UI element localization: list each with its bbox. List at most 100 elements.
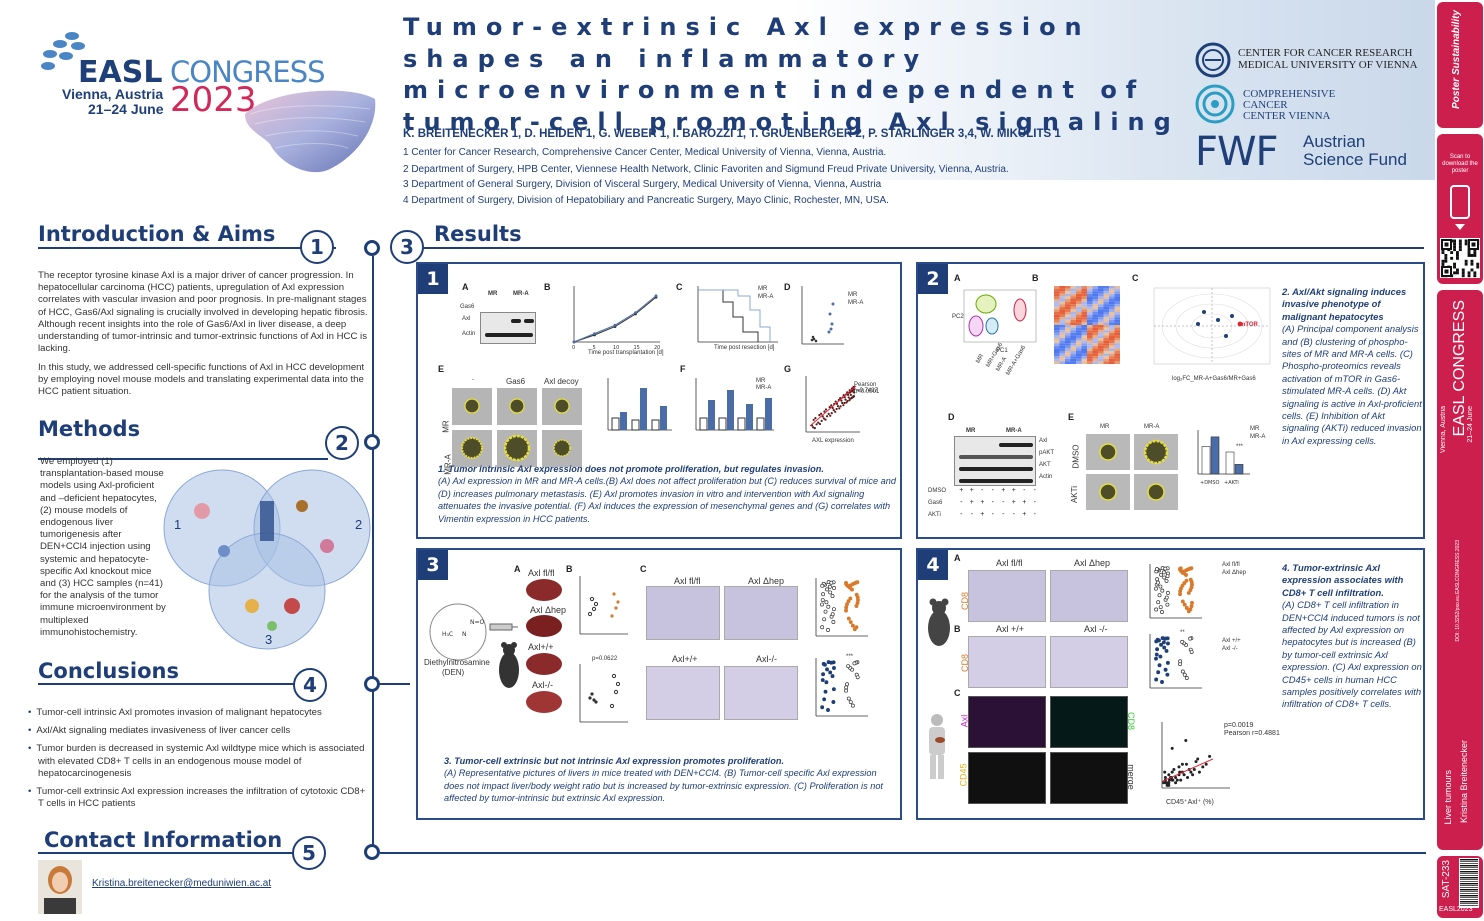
- legend-axl-ko: Axl -/-: [1222, 646, 1238, 652]
- venn-label-1: 1: [174, 517, 182, 532]
- panel-1-caption: 1. Tumor intrinsic Axl expression does n…: [438, 463, 898, 525]
- chart-1c-legend-mra: MR-A: [758, 294, 774, 300]
- chart-4c-xlabel: CD45⁺Axl⁺ (%): [1166, 799, 1214, 806]
- category-label: +DMSO: [1200, 480, 1220, 486]
- tick-label: 15: [634, 345, 640, 351]
- fig-letter: A: [462, 282, 469, 292]
- chart-2c-xlabel: log₂FC_MR-A+Gas6/MR+Gas6: [1172, 376, 1256, 382]
- panel-4-caption-title: 4. Tumor-extrinsic Axl expression associ…: [1282, 562, 1404, 598]
- cond-gas6: Gas6: [928, 500, 943, 506]
- ccr-logo-icon: [1195, 42, 1231, 78]
- results-title: Results: [434, 222, 522, 246]
- blot-col-mra: MR-A: [1006, 428, 1022, 434]
- human-body-icon: [929, 714, 945, 779]
- sidebar-info-block: EASL CONGRESS Vienna, Austria 21–24 June…: [1437, 290, 1483, 850]
- chart-1f-legend-mra: MR-A: [756, 385, 772, 391]
- sign-cell: +: [980, 511, 985, 518]
- den-label: Diethylnitrosamine: [424, 658, 490, 667]
- chart-1b-xlabel: Time post transplantation [d]: [588, 350, 664, 356]
- sidebar-footer: EASL2023: [1439, 906, 1473, 913]
- intro-paragraph-2: In this study, we addressed cell-specifi…: [38, 362, 365, 398]
- data-point: [1192, 768, 1196, 772]
- easl-logo: [38, 28, 98, 83]
- chart-2a-ylabel: PC2: [952, 314, 964, 320]
- sign-cell: -: [981, 487, 984, 494]
- data-point: [1163, 770, 1167, 774]
- legend-axl-fl: Axl fl/fl: [1222, 562, 1240, 568]
- fig-letter: A: [954, 273, 961, 283]
- author-photo: [38, 860, 82, 914]
- micro-label: Axl -/-: [1084, 624, 1108, 634]
- sidebar-topic: Liver tumours: [1443, 770, 1453, 825]
- data-point: [1162, 781, 1166, 785]
- data-point: [654, 294, 658, 298]
- chart-4c-pearson: Pearson r=0.4881: [1224, 730, 1280, 737]
- sign-cell: -: [960, 511, 963, 518]
- sign-cell: -: [1002, 511, 1005, 518]
- e-col-label: Axl decoy: [544, 377, 579, 386]
- poster-title: Tumor-extrinsic Axl expression shapes an…: [403, 13, 1180, 136]
- data-point: [1189, 770, 1193, 774]
- conclusions-underline: [38, 683, 296, 685]
- micro-label: Axl fl/fl: [674, 576, 701, 586]
- sign-cell: -: [1033, 487, 1036, 494]
- chart-2b-heatmap: [1054, 286, 1120, 364]
- chart-1g-stat-p: p<0.0001: [854, 389, 880, 395]
- data-point: [1191, 773, 1195, 777]
- blot-row-axl: Axl: [1039, 438, 1048, 444]
- fwf-line-1: Austrian: [1303, 132, 1366, 151]
- panel-1-number: 1: [418, 264, 448, 294]
- fig-letter: B: [544, 282, 551, 292]
- contact-email-link[interactable]: Kristina.breitenecker@meduniwien.ac.at: [92, 878, 272, 889]
- venn-label-3: 3: [265, 632, 273, 647]
- cd8-stain-image: [1050, 570, 1128, 622]
- panel-2-caption-title: 2. Axl/Akt signaling induces invasive ph…: [1282, 286, 1407, 322]
- chart-1d-legend-mra: MR-A: [848, 300, 864, 306]
- qr-code-icon[interactable]: [1440, 238, 1480, 278]
- chart-2a-xlabel: PC1: [996, 348, 1008, 354]
- methods-text: We employed (1) transplantation-based mo…: [40, 456, 166, 638]
- panel-2-number: 2: [918, 264, 948, 294]
- sign-cell: -: [1033, 511, 1036, 518]
- data-point: [1201, 765, 1205, 769]
- blot-col-mr: MR: [966, 428, 976, 434]
- data-point: [1196, 757, 1200, 761]
- ccr-line-1: CENTER FOR CANCER RESEARCH: [1238, 47, 1413, 59]
- methods-venn-diagram: [163, 469, 371, 650]
- axl-if-image: [968, 696, 1046, 748]
- sidebar-download-block[interactable]: Scan to download the poster: [1437, 134, 1483, 284]
- chart-3b-pvalue: p=0.0622: [592, 656, 618, 662]
- sign-cell: +: [1001, 487, 1006, 494]
- data-point: [1177, 765, 1181, 769]
- panel-3-caption-text: (A) Representative pictures of livers in…: [444, 768, 883, 804]
- chart-3c-brdu-hep: [815, 578, 868, 637]
- liver-photos: [526, 579, 562, 713]
- data-point: [1197, 770, 1201, 774]
- chart-1b-tumor-volume: 0 5 10 15 20: [572, 286, 660, 351]
- chart-1c-survival: [697, 286, 778, 343]
- data-point: [1184, 762, 1188, 766]
- timeline-node-2: [364, 434, 380, 450]
- panel-1-caption-text: (A) Axl expression in MR and MR-A cells.…: [438, 476, 897, 524]
- fig-letter: F: [680, 364, 686, 374]
- sample-label: MR-A+Gas6: [1005, 344, 1028, 377]
- blot-row-pakt: pAKT: [1039, 450, 1055, 456]
- panel-4-caption: 4. Tumor-extrinsic Axl expression associ…: [1282, 562, 1422, 711]
- micro-label: Axl-/-: [756, 654, 777, 664]
- bar: [1210, 436, 1220, 475]
- results-panel-3: 3 A B C H₃C N N=O Diethylnitrosamine (DE…: [416, 548, 902, 820]
- sign-cell: -: [991, 511, 994, 518]
- easl-name: EASL: [78, 55, 163, 90]
- sidebar-city: Vienna, Austria: [1440, 406, 1447, 453]
- conclusions-number: 4: [293, 668, 327, 702]
- chart-4c-pvalue: p=0.0019: [1224, 722, 1254, 729]
- chart-4b-stars: **: [1180, 630, 1185, 636]
- chart-4a-cd8-hep: [1149, 564, 1202, 619]
- data-point: [613, 323, 617, 327]
- timeline-node-1: [364, 240, 380, 256]
- e-col-mra: MR-A: [1144, 424, 1160, 430]
- invasion-spheroid-images: [452, 388, 582, 467]
- micro-label: Axl +/+: [996, 624, 1025, 634]
- ccc-line-1: COMPREHENSIVE: [1243, 88, 1336, 100]
- data-point: [1208, 754, 1212, 758]
